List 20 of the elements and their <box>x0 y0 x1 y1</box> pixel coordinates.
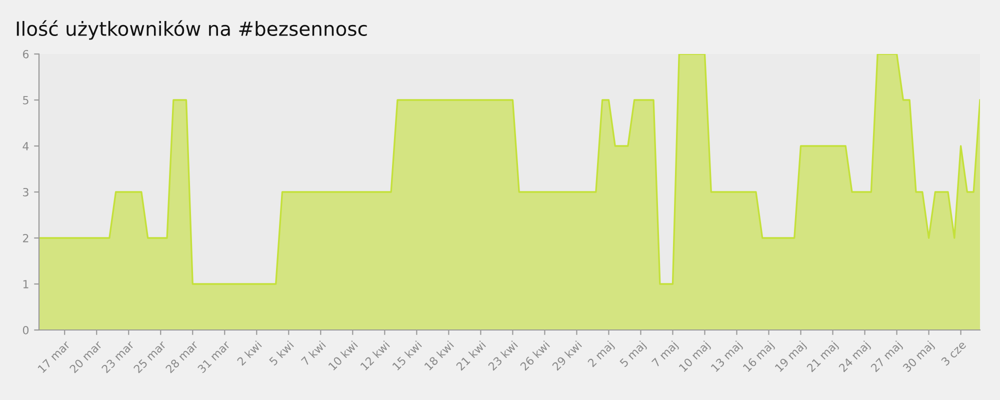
x-tick-label: 2 kwi <box>236 340 262 366</box>
x-tick-label: 29 kwi <box>552 340 582 371</box>
x-tick-label: 10 kwi <box>328 340 358 371</box>
x-tick-label: 26 kwi <box>520 340 550 371</box>
x-tick-label: 3 cze <box>940 340 966 366</box>
x-tick-label: 12 kwi <box>360 340 390 370</box>
y-tick-label: 1 <box>23 280 28 288</box>
x-tick-label: 23 kwi <box>488 340 518 371</box>
y-tick-label: 5 <box>23 96 28 104</box>
x-tick-label: 5 kwi <box>268 340 294 366</box>
chart-title: Ilość użytkowników na #bezsennosc <box>16 20 367 40</box>
y-tick-label: 0 <box>22 326 29 334</box>
x-tick-label: 21 kwi <box>456 340 486 371</box>
x-tick-label: 18 kwi <box>424 340 454 371</box>
y-tick-label: 4 <box>22 142 29 150</box>
y-tick-label: 6 <box>22 50 29 58</box>
x-tick-label: 7 kwi <box>300 340 326 366</box>
y-tick-label: 2 <box>23 234 28 242</box>
y-tick-label: 3 <box>23 188 28 196</box>
x-tick-label: 15 kwi <box>392 340 422 371</box>
